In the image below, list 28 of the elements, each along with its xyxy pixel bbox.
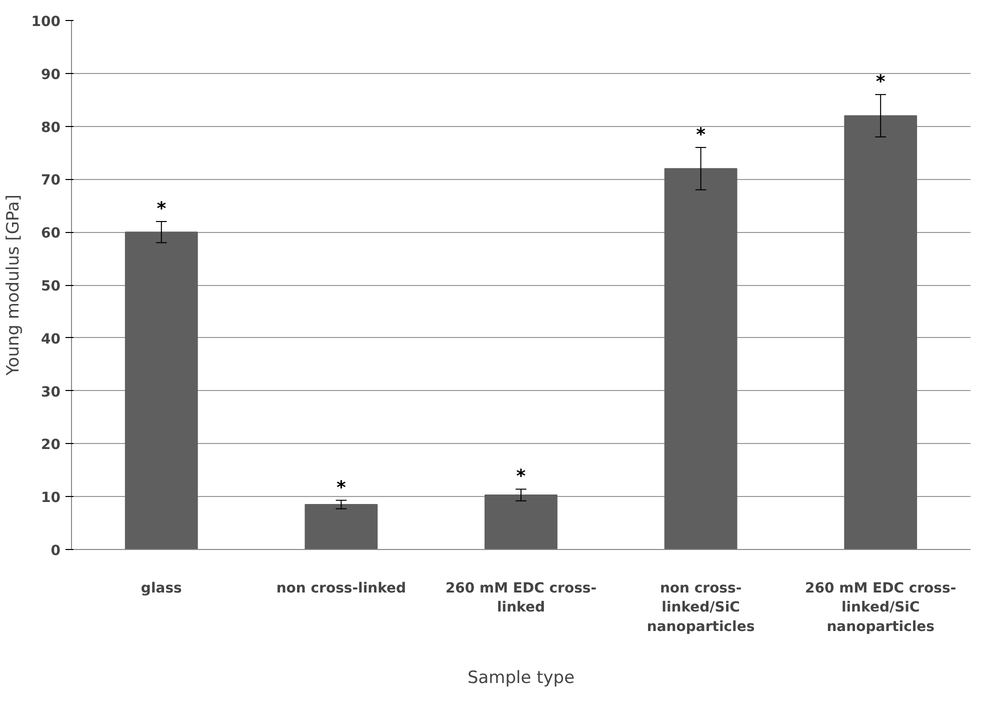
x-tick-label: 260 mM EDC cross-linked — [445, 580, 597, 616]
x-tick-label: glass — [140, 580, 182, 596]
y-tick-label: 20 — [41, 437, 61, 454]
annotation: * — [876, 72, 886, 93]
y-tick-label: 100 — [31, 14, 61, 30]
y-tick-label: 70 — [41, 172, 61, 189]
bar — [844, 115, 918, 550]
bar — [304, 504, 378, 550]
x-tick-label: non cross-linked — [276, 580, 406, 596]
annotation: * — [516, 466, 526, 488]
y-tick-label: 50 — [41, 278, 61, 294]
y-tick-label: 30 — [41, 384, 61, 400]
y-tick-label: 90 — [41, 66, 61, 83]
x-tick-label: non cross-linked/SiC nanoparticles — [646, 580, 755, 635]
x-tick-label: 260 mM EDC cross-linked/SiC nanoparticles — [805, 580, 956, 635]
bar — [124, 232, 198, 550]
bar — [484, 494, 558, 550]
bar — [664, 168, 738, 550]
y-axis-title: Young modulus [GPa] — [3, 194, 24, 376]
y-tick-label: 60 — [41, 226, 61, 242]
y-tick-label: 80 — [41, 120, 61, 136]
annotation: * — [156, 198, 167, 220]
y-tick-label: 0 — [50, 543, 61, 559]
x-axis-title: Sample type — [467, 668, 575, 688]
annotation: * — [336, 477, 346, 498]
annotation: * — [696, 124, 706, 146]
y-tick-label: 40 — [41, 331, 61, 348]
y-tick-label: 10 — [41, 490, 61, 506]
